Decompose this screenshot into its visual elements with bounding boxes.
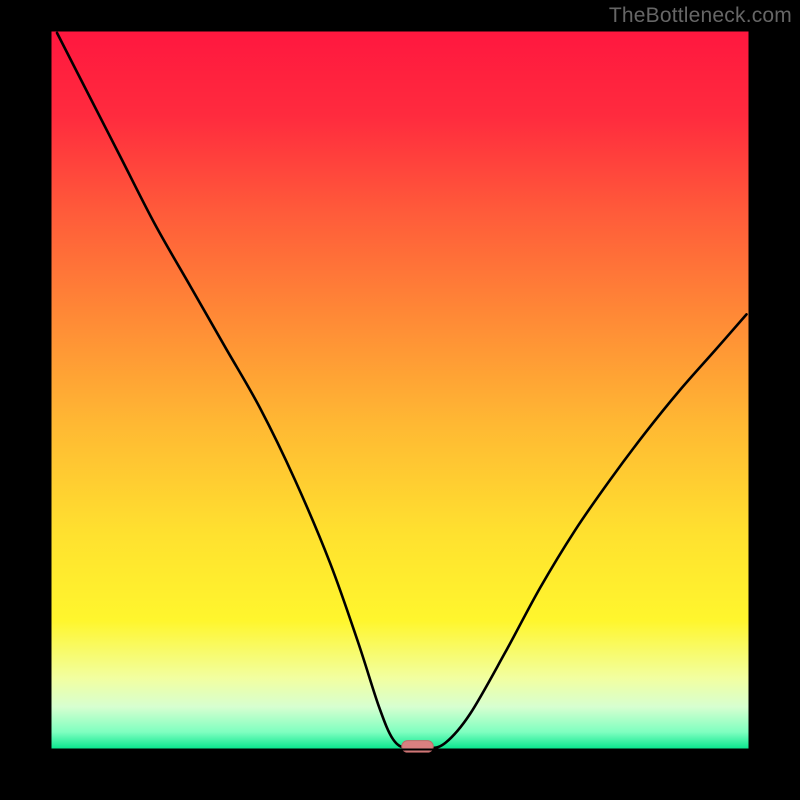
watermark-text: TheBottleneck.com xyxy=(609,4,792,28)
chart-container: TheBottleneck.com xyxy=(0,0,800,800)
plot-background-gradient xyxy=(50,30,750,750)
bottleneck-chart xyxy=(0,0,800,800)
